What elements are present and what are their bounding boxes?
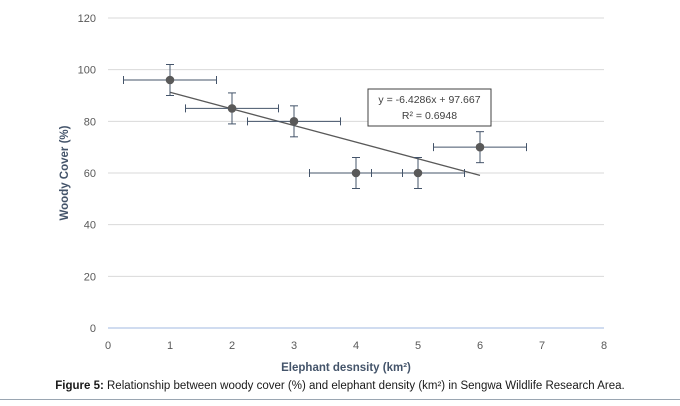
x-tick-label: 3 [291, 340, 297, 352]
x-tick-label: 0 [105, 340, 111, 352]
y-tick-label: 60 [84, 168, 96, 180]
x-tick-labels: 0 1 2 3 4 5 6 7 8 [105, 340, 607, 352]
data-point [227, 104, 237, 113]
gridlines [108, 17, 604, 277]
y-tick-label: 100 [78, 65, 96, 77]
figure-caption: Figure 5: Relationship between woody cov… [0, 380, 680, 392]
y-tick-label: 20 [84, 271, 96, 283]
x-tick-label: 7 [539, 340, 545, 352]
trendline [169, 91, 481, 176]
x-tick-label: 4 [353, 340, 359, 352]
trendline-equation: y = -6.4286x + 97.667 [378, 94, 480, 106]
y-tick-label: 40 [84, 220, 96, 232]
x-tick-label: 1 [167, 340, 173, 352]
data-points [165, 75, 485, 178]
bottom-divider [0, 399, 680, 400]
equation-box-frame [367, 88, 492, 127]
y-axis-title: Woody Cover (%) [59, 125, 71, 220]
trendline-r-squared: R² = 0.6948 [402, 110, 457, 122]
data-point [351, 168, 361, 178]
y-tick-label: 0 [90, 323, 96, 335]
figure-caption-text: Relationship between woody cover (%) and… [103, 380, 625, 392]
x-tick-label: 5 [415, 340, 421, 352]
trendline-equation-box: y = -6.4286x + 97.667 R² = 0.6948 [367, 88, 492, 127]
y-tick-label: 80 [84, 116, 96, 128]
chart: 0 20 40 60 80 100 120 0 1 2 3 4 5 6 7 8 y = -6.4286x +… [59, 13, 607, 374]
x-tick-label: 2 [229, 340, 235, 352]
x-tick-label: 6 [477, 340, 483, 352]
x-tick-label: 8 [601, 340, 607, 352]
data-point [289, 117, 299, 126]
data-point [413, 168, 423, 178]
data-point [475, 142, 485, 152]
y-tick-label: 120 [78, 13, 96, 25]
data-point [165, 75, 175, 85]
figure-caption-label: Figure 5: [55, 380, 104, 392]
y-tick-labels: 0 20 40 60 80 100 120 [78, 13, 96, 335]
x-axis-title: Elephant desnsity (km²) [281, 362, 411, 374]
